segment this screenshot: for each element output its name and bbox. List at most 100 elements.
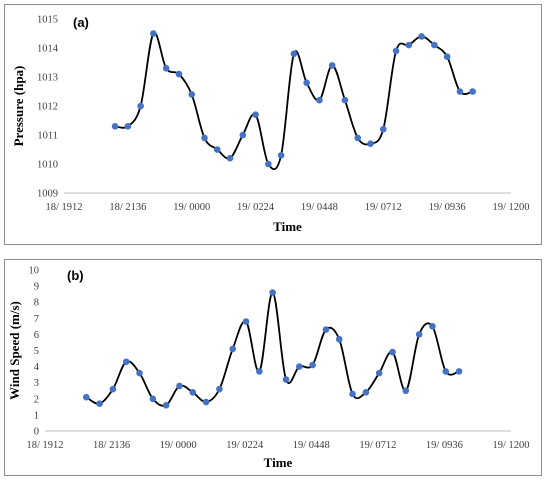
data-point (213, 146, 221, 153)
data-point (150, 30, 157, 37)
x-tick-label: 19/ 0000 (173, 202, 210, 213)
data-point (303, 79, 310, 87)
data-point (162, 401, 170, 409)
x-tick-label: 19/ 0224 (237, 202, 275, 213)
data-point (136, 369, 143, 377)
data-point (455, 368, 463, 375)
data-point (335, 335, 343, 343)
data-point (216, 385, 223, 393)
x-tick-label: 19/ 0712 (365, 202, 402, 213)
y-tick-label: 1011 (37, 131, 58, 142)
data-point (442, 368, 450, 375)
y-tick-label: 1010 (37, 160, 58, 171)
x-tick-label: 19/ 0224 (226, 440, 264, 451)
data-point (392, 47, 400, 55)
y-tick-label: 6 (34, 330, 39, 341)
y-tick-label: 1 (34, 410, 39, 421)
data-point (137, 102, 144, 110)
data-point (109, 385, 117, 393)
x-axis-title: Time (273, 219, 302, 234)
y-tick-label: 10 (29, 266, 40, 277)
data-point (389, 348, 396, 356)
data-point (282, 376, 290, 383)
y-tick-label: 3 (34, 378, 39, 389)
data-point (290, 50, 298, 58)
data-point (443, 53, 451, 60)
data-point (82, 393, 90, 401)
y-tick-label: 8 (34, 298, 39, 309)
x-tick-label: 19/ 0936 (429, 202, 466, 213)
data-point (252, 111, 259, 118)
data-point (96, 400, 103, 407)
y-tick-label: 2 (34, 394, 39, 405)
data-point (256, 368, 263, 375)
data-point (124, 123, 132, 130)
data-point (175, 70, 183, 78)
y-tick-label: 5 (34, 346, 39, 357)
x-tick-label: 19/ 0712 (359, 440, 396, 451)
data-point (122, 358, 130, 366)
data-point (201, 134, 208, 142)
data-point (176, 382, 183, 390)
y-axis-title: Wind Speed (m/s) (7, 301, 22, 400)
data-point (367, 140, 374, 147)
data-point (431, 41, 438, 49)
wind-speed-chart-panel: 0 1 2 3 4 5 6 7 8 9 10 18/ 1912 18/ 2136 19/ 0000 19/ … (4, 259, 542, 476)
y-tick-label: 4 (34, 362, 40, 373)
data-point (188, 91, 196, 98)
data-point (402, 387, 410, 395)
data-point (189, 389, 197, 396)
data-point (111, 123, 119, 130)
x-tick-label: 19/ 1200 (492, 440, 529, 451)
y-tick-label: 9 (34, 282, 39, 293)
data-point (328, 62, 336, 69)
data-point (242, 318, 250, 325)
data-point (309, 361, 316, 369)
y-axis-title: Pressure (hpa) (11, 66, 26, 147)
data-point (316, 96, 323, 104)
data-point (296, 363, 303, 370)
y-tick-label: 7 (34, 314, 39, 325)
y-tick-label: 1013 (37, 73, 58, 84)
data-point (265, 160, 272, 168)
data-point (269, 289, 276, 296)
data-point (362, 389, 370, 396)
data-point (277, 152, 285, 159)
x-tick-label: 18/ 1912 (26, 440, 63, 451)
x-tick-label: 19/ 0448 (293, 440, 330, 451)
data-point (239, 131, 247, 139)
data-point (349, 390, 356, 398)
data-point (405, 41, 413, 49)
data-point (229, 345, 237, 353)
data-point (418, 33, 425, 40)
x-tick-label: 18/ 1912 (45, 202, 82, 213)
panel-label: (b) (67, 268, 84, 283)
data-point (226, 154, 234, 162)
data-point (162, 65, 170, 72)
y-tick-label: 1012 (37, 102, 58, 113)
x-tick-label: 19/ 1200 (492, 202, 529, 213)
pressure-chart: 1009 1010 1011 1012 1013 1014 1015 18/ 1912 18/ … (11, 15, 530, 235)
x-tick-label: 18/ 2136 (93, 440, 130, 451)
data-point (375, 369, 383, 377)
data-point (415, 331, 423, 338)
x-tick-label: 19/ 0000 (160, 440, 197, 451)
data-point (354, 134, 362, 142)
data-point (379, 125, 387, 133)
panel-label: (a) (73, 15, 89, 30)
data-point (469, 88, 476, 95)
x-tick-label: 19/ 0448 (301, 202, 338, 213)
data-point (202, 398, 210, 406)
y-tick-label: 1009 (37, 189, 58, 200)
wind-speed-chart: 0 1 2 3 4 5 6 7 8 9 10 18/ 1912 18/ 2136 19/ 0000 19/ … (7, 266, 530, 471)
x-axis-title: Time (264, 455, 293, 470)
y-tick-label: 1014 (37, 44, 59, 55)
data-point (456, 88, 464, 95)
y-tick-label: 1015 (37, 15, 58, 26)
x-tick-label: 18/ 2136 (109, 202, 146, 213)
data-point (429, 323, 436, 330)
data-point (149, 395, 157, 403)
data-point (322, 326, 330, 333)
data-point (341, 96, 349, 104)
x-tick-label: 19/ 0936 (426, 440, 463, 451)
